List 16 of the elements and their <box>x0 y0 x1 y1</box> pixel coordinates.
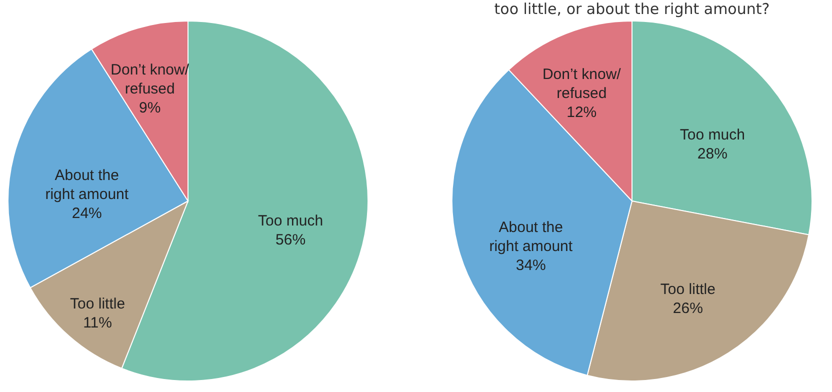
slice-label: Don’t know/ refused <box>542 66 622 102</box>
slice-label: Too much <box>680 126 745 144</box>
data-label: 56% <box>276 232 306 249</box>
data-label: 11% <box>83 314 112 332</box>
data-label: 28% <box>697 145 728 162</box>
slice-label: About the right amount <box>489 218 574 255</box>
chart-title: too little, or about the right amount? <box>494 0 770 18</box>
slice-label: Too much <box>258 212 324 230</box>
data-label: 12% <box>566 104 597 121</box>
data-label: 9% <box>138 100 161 117</box>
data-label: 34% <box>516 256 546 274</box>
data-label: 24% <box>72 205 102 222</box>
slice-label: Too little <box>70 296 126 313</box>
slice-label: About the right amount <box>45 167 130 204</box>
data-label: 26% <box>672 300 703 318</box>
slice-label: Too little <box>660 281 716 298</box>
